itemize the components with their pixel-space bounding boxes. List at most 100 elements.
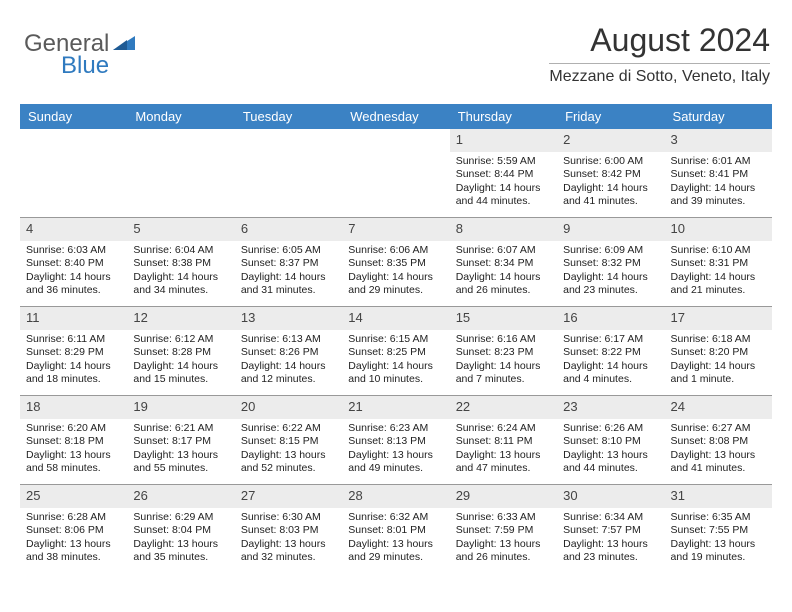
day-number: 8 (450, 218, 557, 241)
sunset-text: Sunset: 8:41 PM (671, 168, 766, 181)
sunrise-text: Sunrise: 6:12 AM (133, 333, 228, 346)
sunrise-text: Sunrise: 6:26 AM (563, 422, 658, 435)
calendar-day-cell: 24Sunrise: 6:27 AMSunset: 8:08 PMDayligh… (665, 396, 772, 484)
sunset-text: Sunset: 8:35 PM (348, 257, 443, 270)
daylight-text: Daylight: 13 hours (348, 449, 443, 462)
daylight-text: Daylight: 14 hours (456, 360, 551, 373)
calendar: Sunday Monday Tuesday Wednesday Thursday… (20, 104, 772, 573)
sunrise-text: Sunrise: 6:01 AM (671, 155, 766, 168)
sunset-text: Sunset: 8:15 PM (241, 435, 336, 448)
sunset-text: Sunset: 8:42 PM (563, 168, 658, 181)
calendar-day-cell: 6Sunrise: 6:05 AMSunset: 8:37 PMDaylight… (235, 218, 342, 306)
sunset-text: Sunset: 8:23 PM (456, 346, 551, 359)
day-number: 31 (665, 485, 772, 508)
daylight-text: and 7 minutes. (456, 373, 551, 386)
calendar-day-cell: 7Sunrise: 6:06 AMSunset: 8:35 PMDaylight… (342, 218, 449, 306)
day-number: 2 (557, 129, 664, 152)
calendar-week-row: 1Sunrise: 5:59 AMSunset: 8:44 PMDaylight… (20, 129, 772, 217)
sunset-text: Sunset: 7:59 PM (456, 524, 551, 537)
sunset-text: Sunset: 8:37 PM (241, 257, 336, 270)
calendar-day-cell: 12Sunrise: 6:12 AMSunset: 8:28 PMDayligh… (127, 307, 234, 395)
daylight-text: Daylight: 14 hours (26, 271, 121, 284)
weekday-header: Friday (557, 104, 664, 129)
day-number: 5 (127, 218, 234, 241)
day-number: 18 (20, 396, 127, 419)
calendar-week-row: 25Sunrise: 6:28 AMSunset: 8:06 PMDayligh… (20, 484, 772, 573)
sunrise-text: Sunrise: 5:59 AM (456, 155, 551, 168)
calendar-day-cell: 2Sunrise: 6:00 AMSunset: 8:42 PMDaylight… (557, 129, 664, 217)
day-number: 21 (342, 396, 449, 419)
daylight-text: Daylight: 13 hours (348, 538, 443, 551)
sunrise-text: Sunrise: 6:21 AM (133, 422, 228, 435)
sunset-text: Sunset: 8:40 PM (26, 257, 121, 270)
sunrise-text: Sunrise: 6:33 AM (456, 511, 551, 524)
sunset-text: Sunset: 8:29 PM (26, 346, 121, 359)
daylight-text: and 10 minutes. (348, 373, 443, 386)
calendar-day-cell: 14Sunrise: 6:15 AMSunset: 8:25 PMDayligh… (342, 307, 449, 395)
sunrise-text: Sunrise: 6:28 AM (26, 511, 121, 524)
sunset-text: Sunset: 8:10 PM (563, 435, 658, 448)
calendar-day-cell: 18Sunrise: 6:20 AMSunset: 8:18 PMDayligh… (20, 396, 127, 484)
sunset-text: Sunset: 8:11 PM (456, 435, 551, 448)
daylight-text: and 35 minutes. (133, 551, 228, 564)
day-number: 1 (450, 129, 557, 152)
sunrise-text: Sunrise: 6:11 AM (26, 333, 121, 346)
daylight-text: Daylight: 14 hours (133, 271, 228, 284)
daylight-text: and 41 minutes. (563, 195, 658, 208)
sunset-text: Sunset: 8:25 PM (348, 346, 443, 359)
day-number: 14 (342, 307, 449, 330)
daylight-text: and 12 minutes. (241, 373, 336, 386)
day-number: 22 (450, 396, 557, 419)
weekday-header: Thursday (450, 104, 557, 129)
day-number: 15 (450, 307, 557, 330)
day-number: 11 (20, 307, 127, 330)
day-number: 7 (342, 218, 449, 241)
daylight-text: Daylight: 14 hours (671, 271, 766, 284)
day-number: 13 (235, 307, 342, 330)
calendar-day-cell: 3Sunrise: 6:01 AMSunset: 8:41 PMDaylight… (665, 129, 772, 217)
daylight-text: and 21 minutes. (671, 284, 766, 297)
sunrise-text: Sunrise: 6:18 AM (671, 333, 766, 346)
sunset-text: Sunset: 8:06 PM (26, 524, 121, 537)
sunset-text: Sunset: 8:13 PM (348, 435, 443, 448)
day-number: 16 (557, 307, 664, 330)
sunset-text: Sunset: 8:03 PM (241, 524, 336, 537)
day-number: 12 (127, 307, 234, 330)
daylight-text: and 41 minutes. (671, 462, 766, 475)
daylight-text: Daylight: 14 hours (563, 182, 658, 195)
sunset-text: Sunset: 8:20 PM (671, 346, 766, 359)
sunrise-text: Sunrise: 6:35 AM (671, 511, 766, 524)
calendar-day-cell: 1Sunrise: 5:59 AMSunset: 8:44 PMDaylight… (450, 129, 557, 217)
daylight-text: Daylight: 14 hours (26, 360, 121, 373)
daylight-text: and 15 minutes. (133, 373, 228, 386)
day-number: 19 (127, 396, 234, 419)
daylight-text: Daylight: 14 hours (348, 271, 443, 284)
calendar-day-cell (342, 129, 449, 217)
sunset-text: Sunset: 8:22 PM (563, 346, 658, 359)
calendar-day-cell: 20Sunrise: 6:22 AMSunset: 8:15 PMDayligh… (235, 396, 342, 484)
sunrise-text: Sunrise: 6:27 AM (671, 422, 766, 435)
daylight-text: Daylight: 13 hours (133, 449, 228, 462)
daylight-text: and 32 minutes. (241, 551, 336, 564)
daylight-text: and 4 minutes. (563, 373, 658, 386)
calendar-day-cell: 16Sunrise: 6:17 AMSunset: 8:22 PMDayligh… (557, 307, 664, 395)
location-text: Mezzane di Sotto, Veneto, Italy (549, 63, 770, 86)
daylight-text: Daylight: 13 hours (671, 449, 766, 462)
day-number: 29 (450, 485, 557, 508)
sunrise-text: Sunrise: 6:17 AM (563, 333, 658, 346)
daylight-text: Daylight: 14 hours (348, 360, 443, 373)
sunrise-text: Sunrise: 6:22 AM (241, 422, 336, 435)
day-number: 3 (665, 129, 772, 152)
calendar-day-cell: 21Sunrise: 6:23 AMSunset: 8:13 PMDayligh… (342, 396, 449, 484)
calendar-day-cell (127, 129, 234, 217)
daylight-text: and 29 minutes. (348, 551, 443, 564)
daylight-text: Daylight: 13 hours (241, 449, 336, 462)
daylight-text: and 34 minutes. (133, 284, 228, 297)
daylight-text: Daylight: 14 hours (241, 271, 336, 284)
sunrise-text: Sunrise: 6:13 AM (241, 333, 336, 346)
day-number: 28 (342, 485, 449, 508)
brand-logo: General Blue (24, 30, 135, 58)
daylight-text: Daylight: 14 hours (133, 360, 228, 373)
calendar-week-row: 18Sunrise: 6:20 AMSunset: 8:18 PMDayligh… (20, 395, 772, 484)
weekday-header: Wednesday (342, 104, 449, 129)
